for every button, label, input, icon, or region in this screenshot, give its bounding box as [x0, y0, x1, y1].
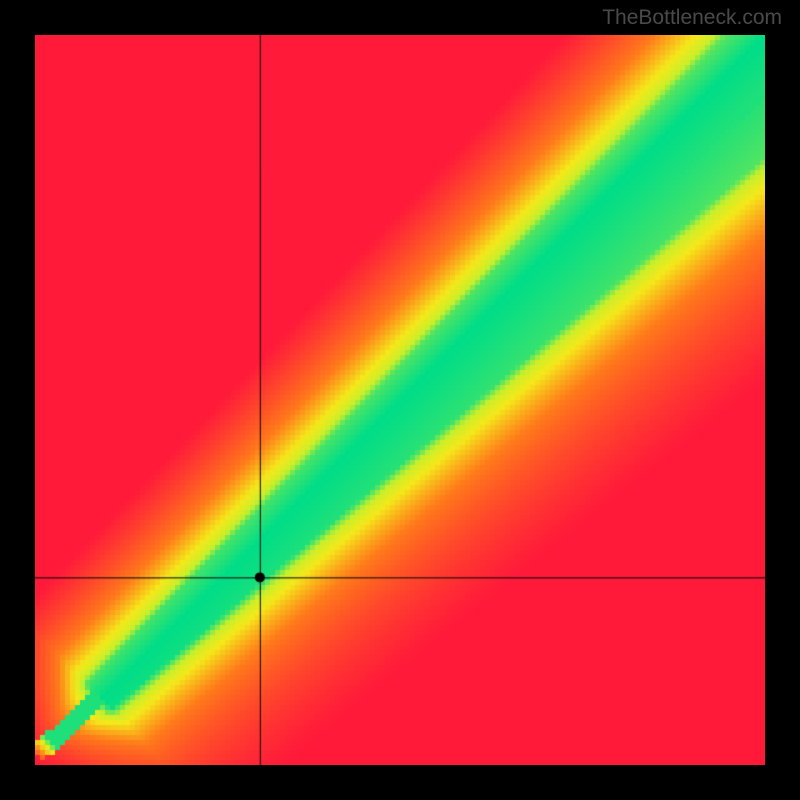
- plot-area: [35, 35, 765, 765]
- chart-container: TheBottleneck.com: [0, 0, 800, 800]
- watermark-text: TheBottleneck.com: [602, 6, 782, 30]
- heatmap-canvas: [35, 35, 765, 765]
